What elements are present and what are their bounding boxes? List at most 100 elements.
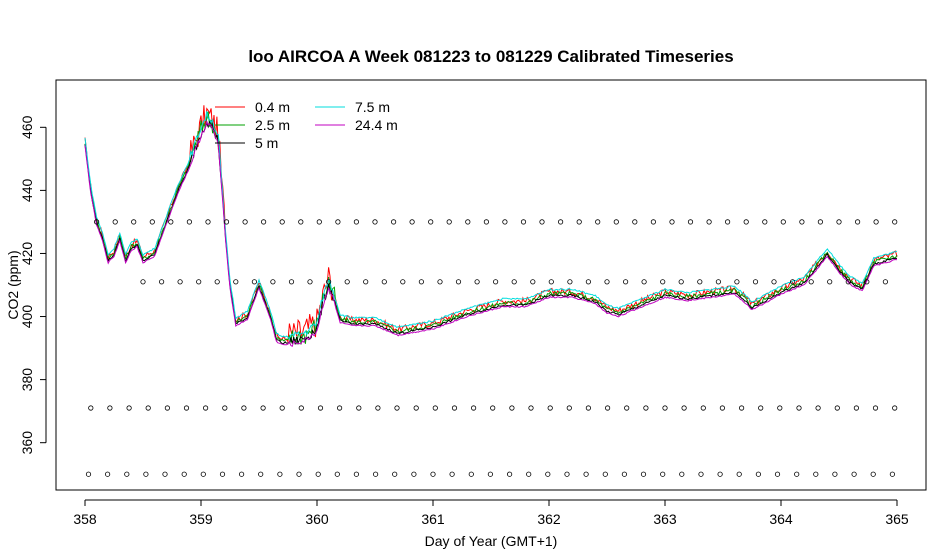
flag-marker — [335, 219, 341, 225]
flag-marker — [799, 219, 805, 225]
flag-marker — [149, 219, 155, 225]
x-tick-label: 364 — [769, 511, 793, 527]
flag-marker — [181, 471, 187, 477]
flag-marker — [669, 219, 675, 225]
series-line-7-5-m — [84, 111, 898, 340]
flag-marker — [260, 405, 266, 411]
y-tick-label: 380 — [19, 368, 35, 392]
flag-marker — [131, 219, 137, 225]
flag-marker — [511, 279, 517, 285]
flag-marker — [530, 279, 536, 285]
flag-marker — [509, 405, 515, 411]
flag-marker — [432, 405, 438, 411]
flag-marker — [717, 471, 723, 477]
y-tick-label: 440 — [19, 178, 35, 202]
flag-marker — [758, 405, 764, 411]
x-tick-label: 359 — [189, 511, 213, 527]
flag-marker — [196, 279, 202, 285]
flag-marker — [222, 405, 228, 411]
flag-marker — [162, 471, 168, 477]
flag-marker — [124, 471, 130, 477]
flag-marker — [492, 279, 499, 285]
flag-marker — [418, 279, 424, 285]
flag-marker — [892, 219, 898, 225]
flag-marker — [363, 279, 369, 285]
flag-marker — [738, 405, 745, 411]
flag-marker — [660, 279, 666, 285]
flag-marker — [85, 471, 92, 477]
flag-marker — [780, 219, 786, 225]
plot-frame — [55, 79, 927, 491]
flag-marker — [882, 279, 889, 285]
flag-marker — [242, 219, 248, 225]
flag-marker — [845, 279, 851, 285]
x-tick-label: 365 — [885, 511, 909, 527]
flag-marker — [164, 405, 170, 411]
flag-marker — [827, 279, 833, 285]
y-axis-label: CO2 (ppm) — [5, 250, 21, 319]
flag-marker — [545, 471, 551, 477]
series-line-5-m — [84, 121, 897, 346]
flag-marker — [743, 219, 749, 225]
flag-marker — [576, 219, 582, 225]
flag-marker — [506, 471, 513, 477]
flag-marker — [864, 279, 870, 285]
flag-marker — [564, 471, 570, 477]
flag-marker — [892, 405, 898, 411]
flag-marker — [774, 471, 781, 477]
flag-marker — [317, 405, 324, 411]
flag-marker — [621, 471, 628, 477]
flag-marker — [390, 219, 397, 225]
y-tick-label: 360 — [19, 431, 35, 455]
flag-marker — [400, 279, 406, 285]
flag-marker — [279, 405, 285, 411]
flag-marker — [455, 279, 462, 285]
flag-marker — [624, 405, 630, 411]
flag-marker — [239, 471, 245, 477]
flag-marker — [288, 279, 295, 285]
flag-marker — [736, 471, 742, 477]
flag-marker — [107, 405, 113, 411]
flag-marker — [678, 279, 684, 285]
x-tick-label: 361 — [421, 511, 445, 527]
flag-marker — [474, 279, 480, 285]
flag-marker — [502, 219, 508, 225]
x-tick-label: 358 — [73, 511, 97, 527]
flag-marker — [602, 471, 608, 477]
chart-title: loo AIRCOA A Week 081223 to 081229 Calib… — [248, 47, 733, 66]
flag-marker — [687, 219, 694, 225]
flag-marker — [771, 279, 777, 285]
flag-marker — [251, 279, 257, 285]
flag-marker — [353, 219, 359, 225]
flag-marker — [394, 405, 400, 411]
flag-marker — [660, 471, 666, 477]
flag-marker — [872, 405, 879, 411]
flag-marker — [808, 279, 814, 285]
flag-marker — [344, 279, 350, 285]
flag-marker — [270, 279, 276, 285]
flag-marker — [177, 279, 183, 285]
flag-marker — [700, 405, 706, 411]
flag-marker — [719, 405, 726, 411]
flag-marker — [755, 471, 762, 477]
flag-marker — [143, 471, 149, 477]
flag-marker — [298, 219, 304, 225]
flag-marker — [557, 219, 564, 225]
flag-marker — [520, 219, 527, 225]
flag-marker — [539, 219, 545, 225]
flag-marker — [233, 279, 239, 285]
flag-marker — [316, 219, 322, 225]
flag-marker — [205, 219, 211, 225]
y-tick-label: 400 — [19, 305, 35, 329]
x-axis-label: Day of Year (GMT+1) — [425, 533, 558, 549]
flag-marker — [112, 219, 118, 225]
y-tick-label: 420 — [19, 242, 35, 266]
flag-marker — [762, 219, 768, 225]
flag-marker — [468, 471, 474, 477]
flag-marker — [566, 405, 572, 411]
flag-marker — [375, 405, 381, 411]
flag-marker — [640, 471, 647, 477]
flag-marker — [334, 471, 340, 477]
flag-marker — [851, 471, 857, 477]
